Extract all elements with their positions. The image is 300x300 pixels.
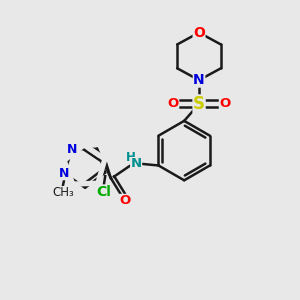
Text: O: O bbox=[168, 98, 179, 110]
Text: O: O bbox=[219, 98, 230, 110]
Text: O: O bbox=[119, 194, 131, 207]
Text: H: H bbox=[126, 151, 136, 164]
Text: N: N bbox=[130, 158, 142, 170]
Text: N: N bbox=[67, 143, 77, 156]
Text: N: N bbox=[59, 167, 70, 180]
Text: Cl: Cl bbox=[96, 185, 111, 199]
Text: S: S bbox=[193, 95, 205, 113]
Text: N: N bbox=[193, 73, 205, 87]
Text: O: O bbox=[193, 26, 205, 40]
Text: CH₃: CH₃ bbox=[52, 186, 74, 200]
